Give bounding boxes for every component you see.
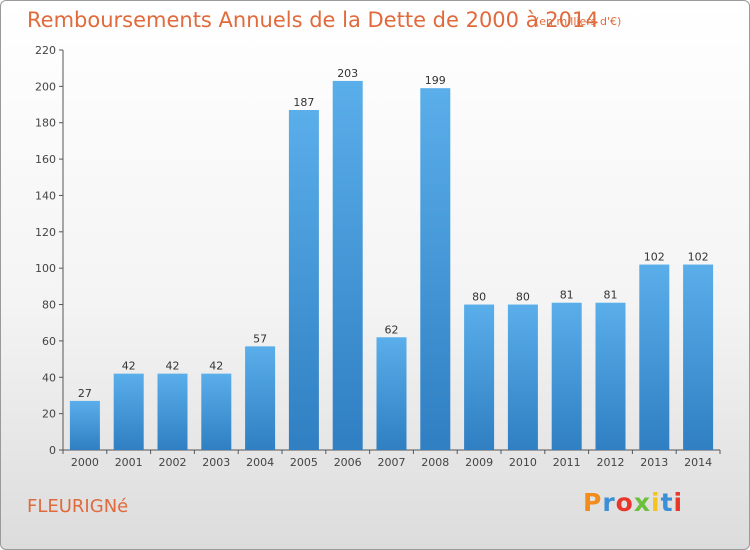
bar [639, 264, 670, 450]
logo-letter: i [673, 488, 684, 517]
y-tick-label: 220 [35, 44, 56, 57]
bar [201, 373, 232, 450]
chart-unit: (en milliers d'€) [535, 15, 622, 28]
y-tick-label: 140 [35, 189, 56, 202]
bar [551, 302, 582, 450]
data-label: 42 [209, 360, 223, 373]
y-tick-label: 200 [35, 80, 56, 93]
x-tick-label: 2001 [115, 456, 143, 469]
x-tick-label: 2014 [684, 456, 712, 469]
y-tick-label: 180 [35, 117, 56, 130]
bar [420, 88, 451, 450]
data-label: 81 [560, 289, 574, 302]
x-tick-label: 2013 [640, 456, 668, 469]
y-tick-label: 0 [49, 444, 56, 457]
y-tick-label: 80 [42, 299, 56, 312]
y-tick-label: 60 [42, 335, 56, 348]
x-tick-label: 2012 [597, 456, 625, 469]
x-tick-label: 2000 [71, 456, 99, 469]
bar [595, 302, 626, 450]
logo-letter: r [602, 488, 616, 517]
bar [464, 304, 495, 450]
data-label: 80 [472, 291, 486, 304]
data-label: 203 [337, 67, 358, 80]
chart-title: Remboursements Annuels de la Dette de 20… [27, 8, 599, 32]
commune-name: FLEURIGNé [27, 496, 129, 517]
bar [288, 110, 319, 450]
logo-letter: t [660, 488, 674, 517]
logo-letter: x [633, 488, 651, 517]
bar [245, 346, 276, 450]
bar [332, 80, 363, 450]
bar [507, 304, 538, 450]
y-tick-label: 120 [35, 226, 56, 239]
data-label: 62 [385, 323, 399, 336]
x-tick-label: 2005 [290, 456, 318, 469]
logo-letter: P [583, 488, 603, 517]
x-tick-label: 2011 [553, 456, 581, 469]
proxiti-logo: Proxiti [583, 488, 683, 517]
bar [376, 337, 407, 450]
y-tick-label: 160 [35, 153, 56, 166]
x-tick-label: 2009 [465, 456, 493, 469]
data-label: 80 [516, 291, 530, 304]
data-label: 199 [425, 74, 446, 87]
data-label: 42 [122, 360, 136, 373]
data-label: 42 [166, 360, 180, 373]
x-tick-label: 2007 [378, 456, 406, 469]
data-label: 102 [644, 251, 665, 264]
data-label: 187 [293, 96, 314, 109]
x-tick-label: 2004 [246, 456, 274, 469]
bar [157, 373, 188, 450]
x-tick-label: 2006 [334, 456, 362, 469]
bar [113, 373, 144, 450]
x-tick-label: 2008 [421, 456, 449, 469]
y-tick-label: 20 [42, 408, 56, 421]
logo-letter: i [651, 488, 661, 517]
data-label: 57 [253, 332, 267, 345]
x-tick-label: 2002 [159, 456, 187, 469]
x-tick-label: 2003 [202, 456, 230, 469]
bar [69, 400, 100, 450]
data-label: 102 [688, 251, 709, 264]
y-tick-label: 100 [35, 262, 56, 275]
data-label: 27 [78, 387, 92, 400]
x-tick-label: 2010 [509, 456, 537, 469]
y-tick-label: 40 [42, 371, 56, 384]
data-label: 81 [604, 289, 618, 302]
bar [683, 264, 714, 450]
logo-letter: o [615, 488, 634, 517]
